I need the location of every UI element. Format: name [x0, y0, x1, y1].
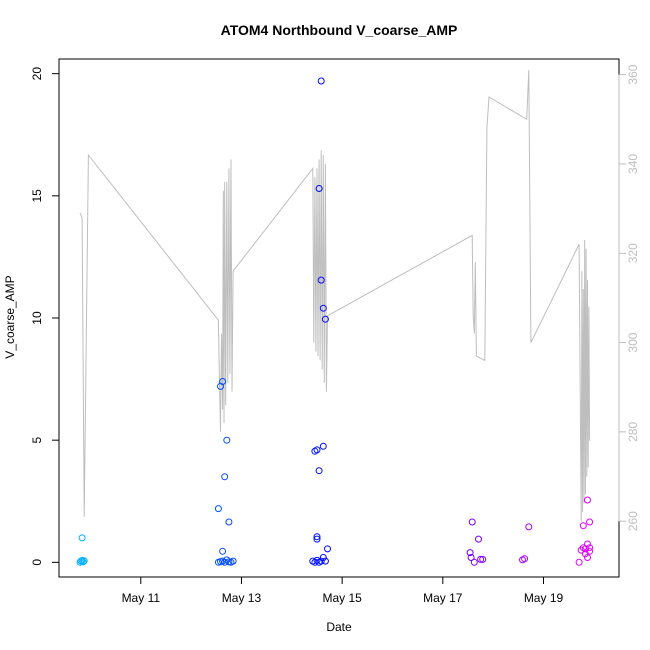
- x-tick-label: May 19: [524, 591, 564, 605]
- data-point: [219, 378, 227, 385]
- data-point: [584, 540, 591, 548]
- data-point: [76, 558, 84, 566]
- series-line: [79, 70, 591, 522]
- data-point: [317, 557, 325, 565]
- x-axis: May 11 May 13 May 15 May 17 May 19: [122, 576, 564, 605]
- data-point: [225, 518, 233, 526]
- data-point: [317, 276, 325, 284]
- y2-tick-label: 340: [626, 154, 640, 174]
- data-point: [521, 555, 529, 563]
- data-point: [584, 554, 591, 561]
- data-point: [324, 545, 331, 553]
- data-point: [214, 505, 222, 513]
- y-tick-label: 5: [30, 437, 44, 444]
- data-point: [313, 556, 321, 564]
- y2-tick-label: 300: [626, 332, 640, 352]
- chart-title: ATOM4 Northbound V_coarse_AMP: [221, 22, 458, 38]
- data-point: [319, 442, 327, 450]
- data-point: [311, 558, 319, 566]
- data-point: [467, 554, 475, 561]
- data-point: [477, 555, 485, 563]
- data-point: [321, 557, 329, 565]
- data-point: [79, 558, 87, 566]
- data-point: [575, 558, 583, 566]
- y2-tick-label: 260: [626, 511, 640, 531]
- data-point: [313, 533, 321, 541]
- y-tick-label: 10: [30, 311, 44, 325]
- data-point: [586, 518, 594, 526]
- data-point: [468, 518, 476, 526]
- data-point: [475, 535, 482, 543]
- plot-frame: [58, 58, 620, 578]
- data-point: [584, 496, 591, 504]
- y-axis: 0 5 10 15 20: [30, 67, 60, 566]
- data-point: [80, 557, 88, 565]
- data-point: [313, 535, 321, 543]
- y-axis-label: V_coarse_AMP: [3, 275, 17, 358]
- point-series: [76, 77, 594, 566]
- y-tick-label: 0: [30, 559, 44, 566]
- x-tick-label: May 17: [423, 591, 463, 605]
- data-point: [229, 557, 237, 565]
- y-tick-label: 20: [30, 67, 44, 81]
- y2-tick-label: 280: [626, 422, 640, 442]
- data-point: [586, 547, 594, 555]
- data-point: [321, 315, 329, 323]
- x-tick-label: May 13: [222, 591, 262, 605]
- y2-tick-label: 320: [626, 243, 640, 263]
- data-point: [319, 304, 327, 312]
- data-point: [579, 522, 587, 530]
- y2-axis: 260 280 300 320 340 360: [618, 64, 640, 531]
- data-point: [319, 554, 327, 561]
- data-point: [219, 547, 227, 555]
- data-point: [470, 558, 478, 566]
- data-point: [317, 77, 325, 85]
- data-point: [586, 544, 594, 552]
- data-point: [78, 534, 86, 542]
- data-point: [525, 523, 533, 531]
- data-point: [313, 446, 321, 454]
- x-axis-label: Date: [326, 620, 352, 634]
- data-point: [221, 473, 229, 481]
- x-tick-label: May 11: [122, 591, 161, 605]
- data-point: [479, 555, 487, 563]
- data-point: [315, 185, 323, 192]
- y2-tick-label: 360: [626, 64, 640, 84]
- right-axis-series: [79, 70, 591, 522]
- data-point: [223, 436, 231, 444]
- data-point: [315, 467, 323, 475]
- y-tick-label: 15: [30, 189, 44, 203]
- data-point: [466, 549, 474, 557]
- x-tick-label: May 15: [322, 591, 362, 605]
